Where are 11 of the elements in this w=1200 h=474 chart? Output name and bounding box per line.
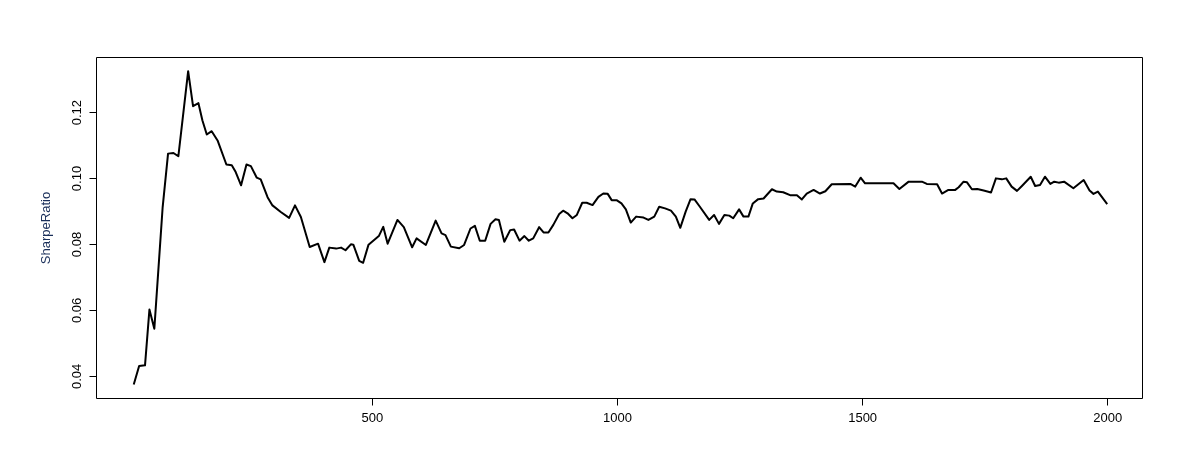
y-tick-label: 0.06 [68, 297, 84, 324]
x-tick-label: 1500 [848, 409, 878, 425]
x-tick-label: 500 [361, 409, 384, 425]
y-tick-label: 0.04 [68, 363, 84, 390]
y-axis-title: SharpeRatio [37, 191, 53, 265]
y-tick-label: 0.08 [68, 231, 84, 258]
line-series [132, 70, 1109, 386]
x-tick-label: 2000 [1093, 409, 1123, 425]
y-tick-label: 0.12 [68, 99, 84, 126]
x-tick-label: 1000 [603, 409, 632, 425]
y-tick-label: 0.10 [68, 165, 84, 192]
